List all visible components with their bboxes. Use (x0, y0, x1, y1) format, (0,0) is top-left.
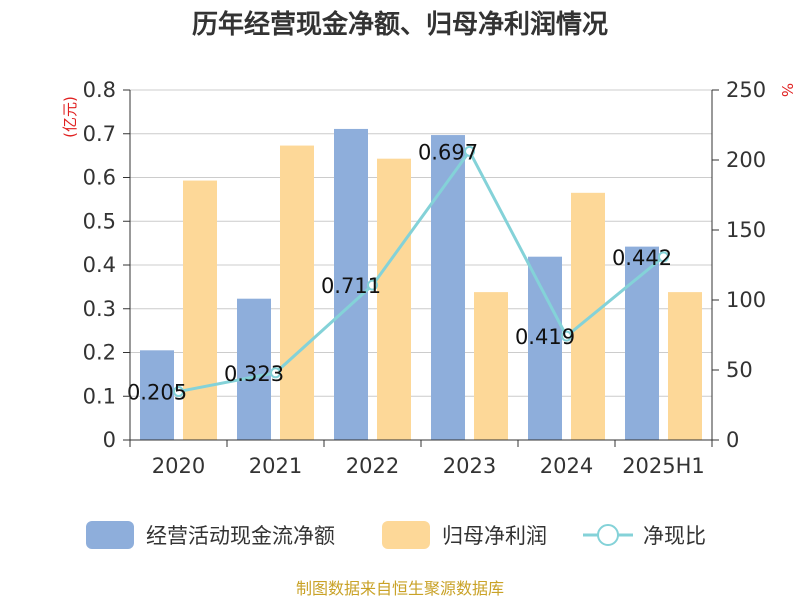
cashflow-data-label: 0.323 (224, 362, 284, 386)
legend-label-cashflow: 经营活动现金流净额 (146, 524, 335, 548)
cashflow-bar (625, 246, 659, 440)
legend-label-ratio: 净现比 (643, 524, 706, 548)
cashflow-data-label: 0.711 (321, 274, 381, 298)
cashflow-data-label: 0.205 (127, 381, 187, 405)
left-tick-label: 0.2 (83, 341, 116, 365)
cashflow-bar (237, 298, 271, 440)
ratio-point (173, 386, 184, 398)
profit-bar (280, 145, 314, 440)
x-tick-label: 2022 (346, 454, 399, 478)
right-tick-label: 50 (726, 358, 753, 382)
profit-bar (377, 158, 411, 440)
ratio-point (658, 251, 669, 263)
ratio-point (561, 330, 572, 342)
grid-lines (130, 89, 712, 441)
right-tick-label: 250 (726, 78, 766, 102)
legend-swatch-ratio-marker (597, 524, 619, 546)
ratio-line (173, 145, 669, 398)
bars (140, 128, 702, 440)
source-note: 制图数据来自恒生聚源数据库 (296, 579, 504, 598)
cashflow-bar (528, 256, 562, 440)
right-tick-label: 200 (726, 148, 766, 172)
profit-bar (183, 180, 217, 440)
legend-swatch-cashflow (86, 521, 134, 549)
x-tick-label: 2021 (249, 454, 302, 478)
legend: 经营活动现金流净额 归母净利润 净现比 (86, 521, 706, 549)
cashflow-bar (334, 128, 368, 440)
ratio-point (367, 279, 378, 291)
x-tick-label: 2020 (152, 454, 205, 478)
cashflow-bar (140, 350, 174, 440)
profit-bar (668, 292, 702, 440)
chart-title: 历年经营现金净额、归母净利润情况 (192, 9, 608, 40)
left-tick-label: 0 (103, 428, 116, 452)
cashflow-data-label: 0.697 (418, 140, 478, 164)
left-tick-label: 0.5 (83, 209, 116, 233)
cashflow-data-label: 0.419 (515, 325, 575, 349)
right-axis-unit: % (778, 83, 796, 97)
left-tick-label: 0.3 (83, 297, 116, 321)
legend-swatch-profit (382, 521, 430, 549)
right-tick-label: 100 (726, 288, 766, 312)
ratio-point (464, 145, 475, 157)
data-labels: 0.205 0.323 0.711 0.697 0.419 0.442 (127, 140, 672, 404)
x-tick-label: 2023 (443, 454, 496, 478)
ratio-line-path (178, 148, 665, 394)
cashflow-data-label: 0.442 (612, 246, 672, 270)
left-axis-unit: (亿元) (61, 96, 79, 138)
profit-bar (474, 292, 508, 440)
left-tick-label: 0.8 (83, 78, 116, 102)
x-tick-label: 2024 (540, 454, 593, 478)
left-tick-label: 0.7 (83, 122, 116, 146)
right-tick-label: 0 (726, 428, 739, 452)
profit-bar (571, 192, 605, 440)
left-tick-label: 0.4 (83, 253, 116, 277)
right-tick-label: 150 (726, 218, 766, 242)
x-tick-label: 2025H1 (622, 454, 705, 478)
axes: 0 0.1 0.2 0.3 0.4 0.5 0.6 0.7 0.8 0 50 100 150 200 250… (83, 78, 767, 478)
left-tick-label: 0.6 (83, 166, 116, 190)
legend-label-profit: 归母净利润 (442, 524, 547, 548)
left-tick-label: 0.1 (83, 384, 116, 408)
cashflow-bar (431, 135, 465, 440)
ratio-point (270, 367, 281, 379)
